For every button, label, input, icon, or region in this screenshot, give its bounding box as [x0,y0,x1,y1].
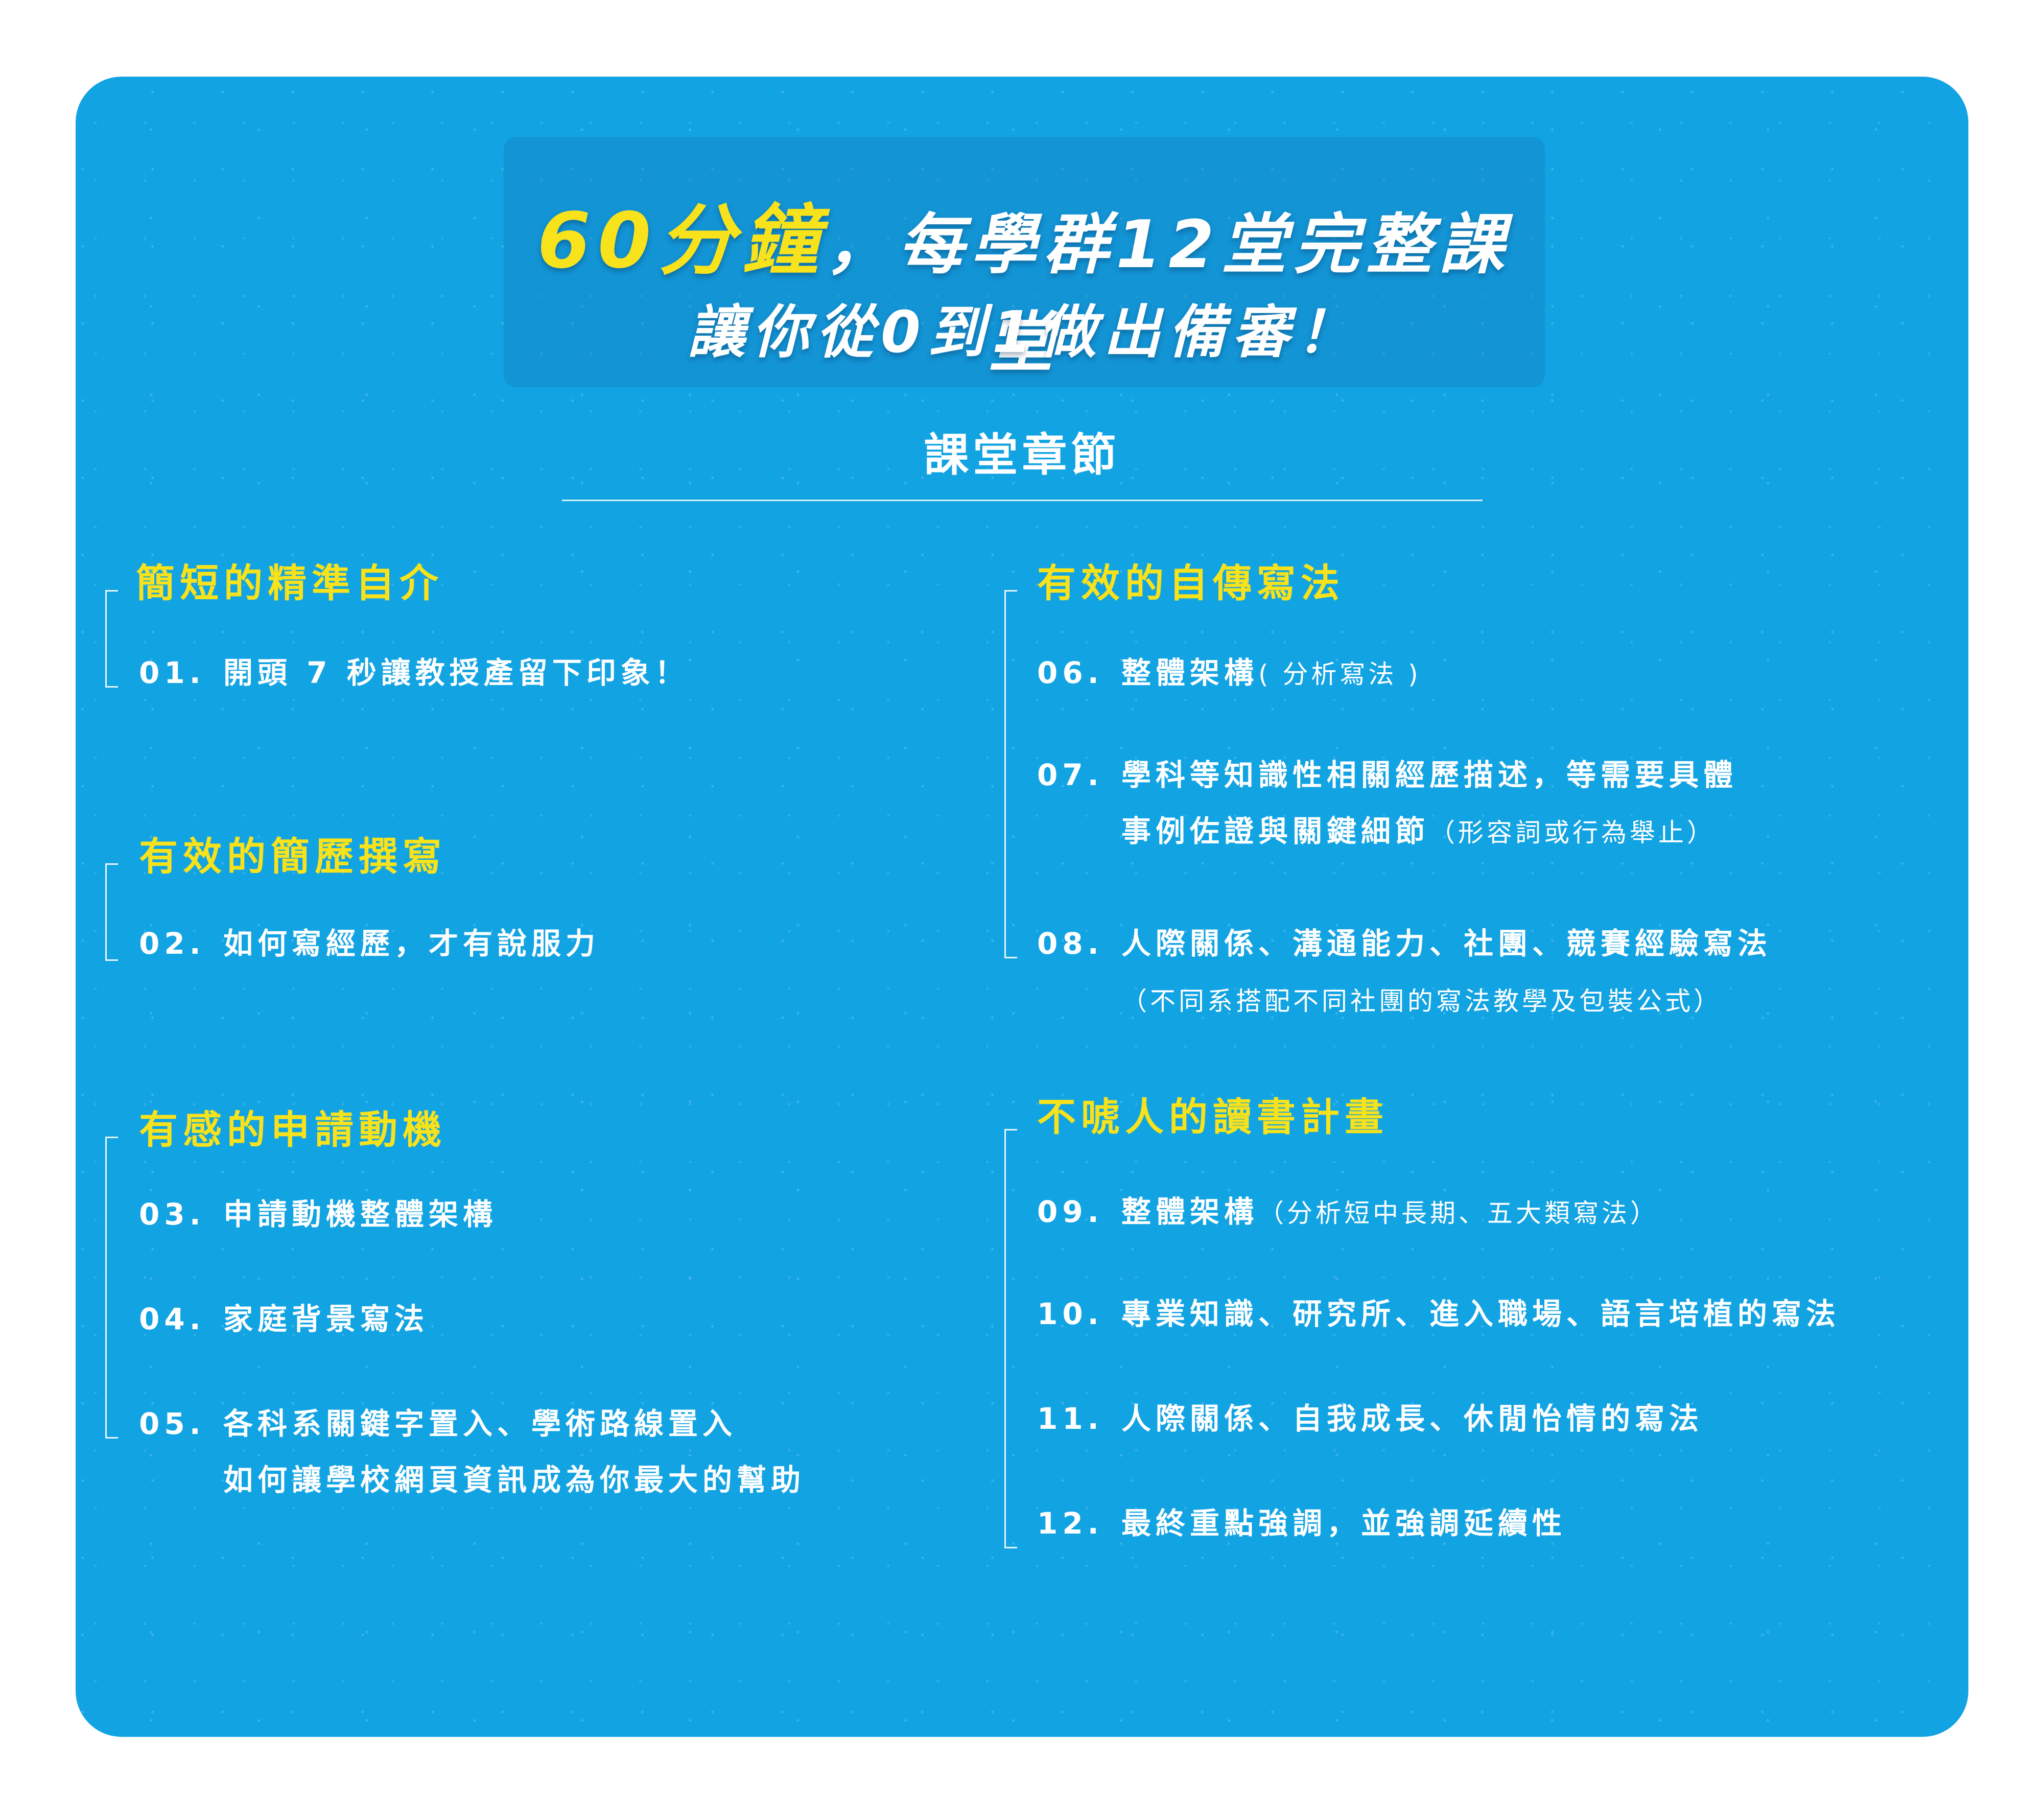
group-bracket [1004,590,1017,958]
headline-box [504,137,1545,387]
course-card: 60分鐘，每學群12堂完整課堂 讓你從0到1做出備審！ 課堂章節 簡短的精準自介… [76,77,1968,1737]
group-bracket [105,1137,118,1439]
texture-overlay [76,77,1968,1737]
group-bracket [1004,1129,1017,1548]
list-item-10: 10. 專業知識、研究所、進入職場、語言培植的寫法 [1037,1297,1841,1331]
list-item-01: 01. 開頭 7 秒讓教授產留下印象！ [139,655,689,690]
group-title-motivation: 有感的申請動機 [139,1107,447,1152]
list-item-08: 08. 人際關係、溝通能力、社團、競賽經驗寫法 [1037,926,1772,961]
group-bracket [105,590,118,688]
list-item-03: 03. 申請動機整體架構 [139,1197,498,1232]
list-item-06: 06. 整體架構( 分析寫法 ) [1037,655,1421,690]
section-title: 課堂章節 [924,429,1120,481]
group-bracket [105,863,118,961]
list-item-04: 04. 家庭背景寫法 [139,1302,429,1336]
headline-line1: 60分鐘，每學群12堂完整課堂 [504,179,1545,384]
list-item-05: 05. 各科系關鍵字置入、學術路線置入 [139,1406,737,1441]
list-item-07: 07. 學科等知識性相關經歷描述，等需要具體 [1037,758,1738,792]
list-item-07-line2: 事例佐證與關鍵細節（形容詞或行為舉止） [1121,814,1716,849]
headline-line2: 讓你從0到1做出備審！ [688,299,1361,366]
group-title-intro: 簡短的精準自介 [136,560,443,606]
group-title-resume: 有效的簡歷撰寫 [139,834,447,879]
list-item-08-note: （不同系搭配不同社團的寫法教學及包裝公式） [1121,986,1722,1016]
list-item-09: 09. 整體架構（分析短中長期、五大類寫法） [1037,1194,1659,1229]
list-item-12: 12. 最終重點強調，並強調延續性 [1037,1506,1567,1541]
headline-highlight: 60分鐘 [537,197,826,286]
headline-line1-rest: ，每學群12堂完整課堂 [826,207,1512,381]
list-item-05-line2: 如何讓學校網頁資訊成為你最大的幫助 [223,1463,806,1497]
list-item-02: 02. 如何寫經歷，才有說服力 [139,926,600,961]
group-title-study-plan: 不唬人的讀書計畫 [1037,1094,1389,1140]
section-divider [562,500,1483,501]
group-title-autobiography: 有效的自傳寫法 [1037,560,1345,606]
list-item-11: 11. 人際關係、自我成長、休閒怡情的寫法 [1037,1401,1704,1436]
